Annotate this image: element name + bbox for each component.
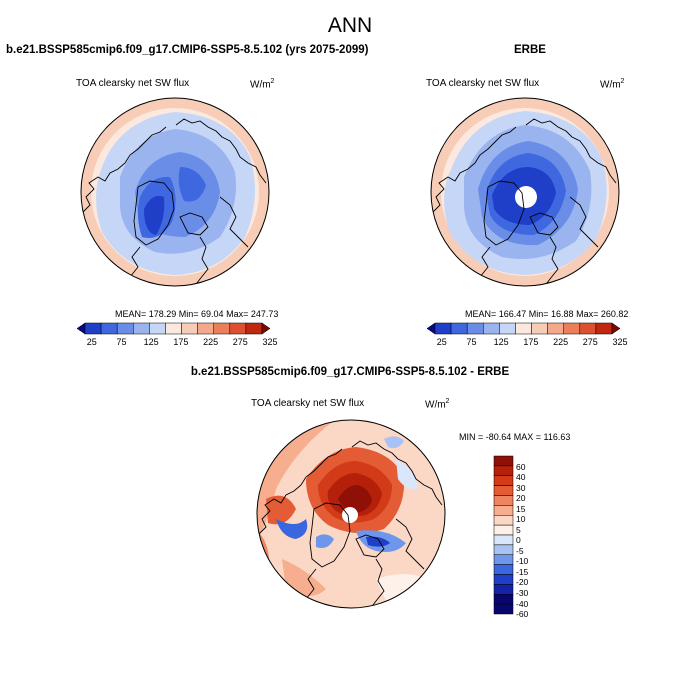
ref-units-label: W/m2 [600, 78, 625, 91]
case-stats: MEAN= 178.29 Min= 69.04 Max= 247.73 [115, 309, 279, 319]
case-cbar-swatch [229, 322, 247, 335]
diff-cbar-tick: -10 [516, 556, 529, 567]
diff-cbar-tick: 20 [516, 493, 526, 504]
ref-cbar-swatch [579, 322, 597, 335]
diff-cbar-tick: -5 [516, 545, 524, 556]
diff-cbar-tick: -30 [516, 588, 529, 598]
diff-cbar-swatch [493, 564, 514, 575]
ref-cbar-swatch [483, 322, 500, 335]
case-cbar-tick: 175 [173, 337, 189, 347]
case-cbar-swatch [149, 322, 166, 335]
diff-cbar-swatch [493, 495, 514, 506]
ref-colorbar [426, 322, 621, 335]
ref-cbar-tick: 75 [466, 337, 477, 347]
diff-cbar-swatch [493, 485, 514, 496]
diff-cbar-tick: -40 [516, 598, 529, 609]
ref-cbar-swatch [426, 322, 436, 335]
ref-polar-map [430, 97, 620, 287]
ref-panel-title: ERBE [514, 44, 546, 56]
ref-variable-label: TOA clearsky net SW flux [426, 78, 540, 89]
case-cbar-swatch [181, 322, 198, 335]
case-cbar-tick: 25 [86, 337, 97, 347]
case-cbar-tick: 225 [203, 337, 219, 347]
case-cbar-swatch [116, 322, 134, 335]
diff-variable-label: TOA clearsky net SW flux [251, 398, 365, 409]
ref-cbar-tick: 325 [612, 337, 628, 347]
diff-cbar-swatch [493, 554, 514, 565]
diff-cbar-tick: -20 [516, 577, 529, 588]
case-cbar-swatch [261, 322, 271, 335]
diff-cbar-tick: 5 [516, 524, 521, 535]
diff-cbar-tick: 40 [516, 472, 526, 482]
diff-cbar-tick: 10 [516, 514, 526, 525]
case-panel-title: b.e21.BSSP585cmip6.f09_g17.CMIP6-SSP5-8.… [6, 44, 369, 56]
diff-cbar-swatch [493, 505, 514, 516]
diff-cbar-tick: -15 [516, 566, 529, 577]
case-cbar-swatch [245, 322, 263, 335]
diff-cbar-tick: 30 [516, 482, 526, 493]
main-title: ANN [327, 14, 373, 37]
case-cbar-swatch [213, 322, 231, 335]
diff-cbar-swatch [493, 465, 514, 476]
diff-cbar-swatch [493, 603, 514, 615]
case-colorbar-labels: 25 75 125 175 225 275 325 [77, 337, 278, 349]
ref-cbar-swatch [434, 322, 452, 335]
ref-cbar-swatch [563, 322, 581, 335]
ref-cbar-swatch [611, 322, 621, 335]
diff-panel-title: b.e21.BSSP585cmip6.f09_g17.CMIP6-SSP5-8.… [190, 366, 510, 378]
ref-stats: MEAN= 166.47 Min= 16.88 Max= 260.82 [465, 309, 629, 319]
case-cbar-swatch [197, 322, 214, 335]
case-units-label: W/m2 [250, 78, 275, 91]
ref-cbar-swatch [515, 322, 532, 335]
diff-units-label: W/m2 [425, 398, 450, 411]
diff-colorbar-labels: 60 40 30 20 15 10 5 0 -5 -10 -15 -20 -30… [516, 456, 546, 620]
diff-stats: MIN = -80.64 MAX = 116.63 [459, 432, 571, 442]
case-variable-label: TOA clearsky net SW flux [76, 78, 190, 89]
case-cbar-swatch [165, 322, 182, 335]
diff-cbar-swatch [493, 534, 514, 546]
ref-cbar-tick: 25 [436, 337, 447, 347]
case-cbar-swatch [133, 322, 150, 335]
ref-cbar-swatch [547, 322, 564, 335]
diff-cbar-swatch [493, 584, 514, 595]
diff-cbar-swatch [493, 515, 514, 526]
case-cbar-swatch [76, 322, 86, 335]
diff-cbar-tick: 0 [516, 535, 521, 546]
diff-cbar-swatch [493, 574, 514, 585]
diff-cbar-tick: -60 [516, 609, 529, 619]
ref-cbar-swatch [450, 322, 468, 335]
case-cbar-swatch [100, 322, 118, 335]
case-cbar-swatch [84, 322, 102, 335]
ref-cbar-swatch [531, 322, 548, 335]
case-cbar-tick: 325 [262, 337, 278, 347]
diff-cbar-swatch [493, 544, 514, 555]
diff-cbar-tick: 60 [516, 461, 526, 472]
ref-cbar-tick: 125 [493, 337, 509, 347]
diff-cbar-swatch [493, 475, 514, 486]
case-cbar-tick: 275 [232, 337, 248, 347]
ref-cbar-swatch [466, 322, 484, 335]
diff-cbar-swatch [493, 455, 514, 467]
ref-cbar-tick: 275 [582, 337, 598, 347]
ref-cbar-swatch [499, 322, 516, 335]
case-cbar-tick: 125 [143, 337, 159, 347]
ref-colorbar-labels: 25 75 125 175 225 275 325 [427, 337, 628, 349]
diff-cbar-swatch [493, 524, 514, 536]
case-polar-map [80, 97, 270, 287]
diff-cbar-swatch [493, 594, 514, 605]
case-colorbar [76, 322, 271, 335]
ref-cbar-tick: 175 [523, 337, 539, 347]
ref-cbar-tick: 225 [553, 337, 569, 347]
diff-colorbar [493, 455, 514, 615]
case-cbar-tick: 75 [116, 337, 127, 347]
diff-polar-map [256, 419, 446, 609]
ref-cbar-swatch [595, 322, 613, 335]
diff-cbar-tick: 15 [516, 503, 526, 514]
